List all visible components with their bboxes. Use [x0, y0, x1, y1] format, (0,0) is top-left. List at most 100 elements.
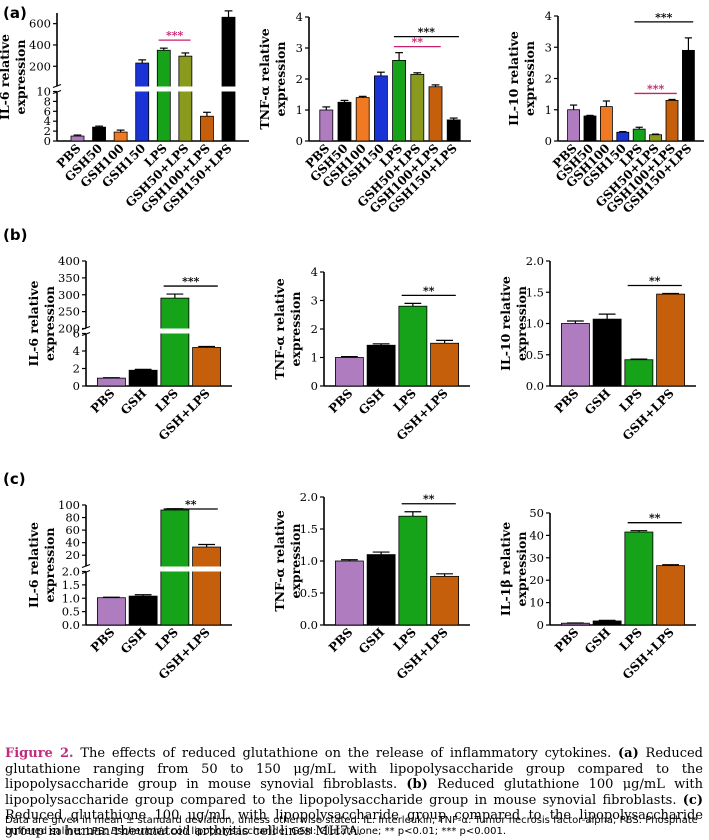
y-tick-label: 2.0 [300, 490, 318, 504]
x-tick-label-lps: LPS [391, 625, 419, 653]
y-tick-label: 400 [29, 38, 51, 52]
y-tick-label: 2.0 [62, 565, 80, 579]
significance-label: ** [423, 493, 435, 506]
x-tick-label-gsh: GSH [356, 386, 387, 417]
bar-gsh150-plus-lps [446, 119, 461, 142]
chart-b3: 0.0 0.5 1.0 1.5 2.0 IL-10 relativeexpression P… [498, 254, 696, 443]
y-axis-label-line: IL-10 relative [498, 276, 513, 371]
bar-gsh-plus-lps [656, 293, 686, 387]
y-tick-label: 80 [65, 511, 80, 525]
y-tick-label: 1.0 [62, 591, 80, 605]
y-tick-label: 10 [36, 85, 51, 99]
y-axis-label-line: IL-1β relative [498, 522, 513, 616]
significance-label: ** [423, 284, 435, 297]
y-tick-label: 6 [73, 327, 80, 341]
y-tick-label: 3 [311, 294, 318, 308]
y-tick-label: 2 [73, 362, 80, 376]
y-axis-label-line: expression [42, 286, 57, 361]
y-axis-label-line: expression [273, 42, 288, 117]
bar-gsh-plus-lps [656, 565, 686, 626]
y-tick-label: 2.0 [526, 254, 544, 268]
y-axis-label-line: expression [13, 40, 28, 115]
y-tick-label: 0 [537, 618, 544, 632]
y-tick-label: 8 [44, 94, 51, 108]
y-tick-label: 1 [311, 351, 318, 365]
bar-gsh-plus-lps [192, 347, 222, 387]
y-tick-label: 0.0 [526, 379, 544, 393]
bar-gsh100 [113, 131, 128, 142]
y-axis-label: TNF-α relativeexpression [257, 28, 288, 129]
significance-label: ** [649, 512, 661, 525]
y-axis-label: IL-6 relativeexpression [26, 522, 57, 608]
y-tick-label: 1 [296, 103, 303, 117]
y-tick-label: 300 [58, 288, 80, 302]
figure-notes: Data are given in mean ± standard deviat… [5, 815, 703, 837]
axis-break-mark [81, 563, 91, 569]
chart-c2: 0.0 0.5 1.0 1.5 2.0 TNF-α relativeexpression P… [272, 490, 470, 682]
notes-species: Escherichia coli [110, 826, 189, 837]
bar-gsh50 [92, 126, 106, 142]
y-axis-label: TNF-α relativeexpression [272, 278, 303, 379]
x-tick-label-pbs: PBS [326, 625, 356, 655]
significance-label: *** [418, 26, 436, 39]
bar-gsh [366, 344, 396, 387]
bar-break-gap [134, 86, 150, 92]
bar-lps [398, 515, 428, 626]
bar-pbs [96, 377, 126, 387]
bar-pbs [70, 135, 85, 142]
bar-gsh100-plus-lps [665, 99, 679, 142]
y-tick-label: 50 [529, 506, 544, 520]
y-tick-label: 250 [58, 305, 80, 319]
y-tick-label: 400 [58, 254, 80, 268]
y-tick-label: 100 [58, 498, 80, 512]
bar-pbs [334, 560, 364, 626]
x-tick-label-pbs: PBS [552, 625, 582, 655]
y-tick-label: 4 [545, 9, 552, 23]
y-tick-label: 0 [545, 134, 552, 148]
y-tick-label: 40 [529, 528, 544, 542]
bar-lps [624, 531, 654, 626]
y-axis-label-line: IL-10 relative [506, 31, 521, 126]
y-tick-label: 6 [44, 104, 51, 118]
bar-gsh-plus-lps [430, 342, 460, 387]
y-axis-label-line: expression [288, 292, 303, 367]
bar-gsh150 [135, 62, 150, 142]
significance-label: ** [185, 498, 197, 511]
bar-gsh50-plus-lps [410, 73, 425, 142]
y-tick-label: 0 [73, 379, 80, 393]
bar-lps [160, 297, 190, 387]
x-tick-label-pbs: PBS [88, 625, 118, 655]
y-tick-label: 200 [29, 59, 51, 73]
bar-pbs [96, 597, 126, 626]
bar-gsh150 [373, 75, 388, 142]
y-tick-label: 40 [65, 536, 80, 550]
bar-lps [398, 305, 428, 387]
bar-gsh100 [355, 97, 370, 142]
y-tick-label: 1.5 [62, 578, 80, 592]
bar-pbs [334, 357, 364, 387]
y-axis-label: IL-6 relativeexpression [26, 280, 57, 366]
bar-gsh50-plus-lps [649, 134, 663, 142]
y-axis-label-line: expression [288, 524, 303, 599]
bar-gsh50-plus-lps [178, 55, 193, 142]
y-tick-label: 0.5 [526, 348, 544, 362]
panel-label-a: (a) [3, 4, 27, 22]
y-tick-label: 4 [44, 114, 51, 128]
y-axis-label-line: TNF-α relative [257, 28, 272, 129]
x-tick-label-lps: LPS [153, 386, 181, 414]
y-tick-label: 4 [296, 10, 303, 24]
y-axis-label-line: TNF-α relative [272, 510, 287, 611]
bar-pbs [567, 109, 580, 142]
x-tick-label-pbs: PBS [326, 386, 356, 416]
x-tick-label-lps: LPS [153, 625, 181, 653]
y-tick-label: 350 [58, 271, 80, 285]
y-tick-label: 4 [311, 265, 318, 279]
y-axis-label-line: expression [514, 532, 529, 607]
y-tick-label: 2 [545, 72, 552, 86]
y-tick-label: 2 [296, 72, 303, 86]
y-tick-label: 20 [65, 548, 80, 562]
bar-gsh150-plus-lps [682, 49, 695, 142]
